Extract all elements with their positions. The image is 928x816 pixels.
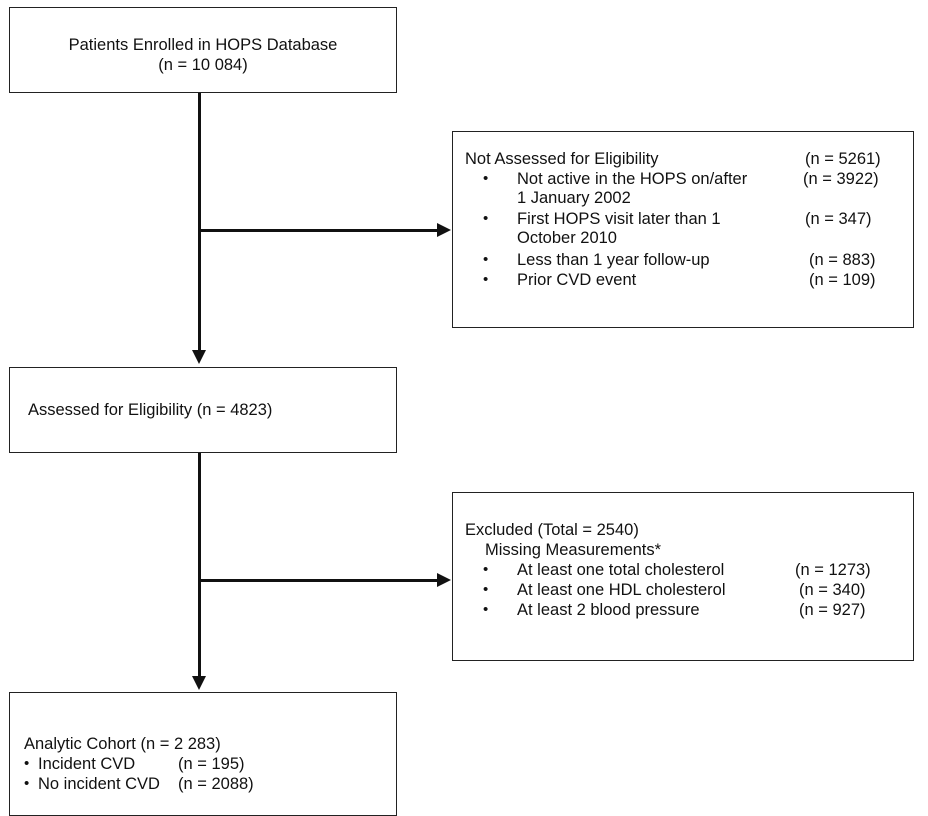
assessed-box: Assessed for Eligibility (n = 4823): [9, 367, 397, 453]
not-assessed-box: Not Assessed for Eligibility (n = 5261) …: [452, 131, 914, 328]
bullet-icon: •: [483, 271, 489, 288]
arrow-to-cohort: [192, 676, 206, 690]
cohort-item-label: Incident CVD: [38, 755, 136, 773]
cohort-item-count: (n = 2088): [178, 775, 254, 793]
excluded-item-label: At least one total cholesterol: [517, 561, 725, 579]
excluded-item-count: (n = 1273): [795, 561, 871, 579]
excluded-item-count: (n = 340): [799, 581, 866, 599]
not-assessed-item-label-cont: October 2010: [517, 229, 617, 247]
not-assessed-item-label: Less than 1 year follow-up: [517, 251, 710, 269]
cohort-title: Analytic Cohort (n = 2 283): [24, 735, 221, 753]
cohort-item-label: No incident CVD: [38, 775, 160, 793]
excluded-subtitle: Missing Measurements*: [485, 541, 662, 559]
cohort-item-count: (n = 195): [178, 755, 245, 773]
connector-to-not-assessed: [200, 229, 438, 232]
not-assessed-item-label: Not active in the HOPS on/after: [517, 170, 748, 188]
not-assessed-count: (n = 5261): [805, 150, 881, 168]
excluded-item-count: (n = 927): [799, 601, 866, 619]
not-assessed-item-label-cont: 1 January 2002: [517, 189, 631, 207]
bullet-icon: •: [483, 601, 489, 618]
not-assessed-item-count: (n = 347): [805, 210, 872, 228]
bullet-icon: •: [483, 210, 489, 227]
bullet-icon: •: [483, 581, 489, 598]
excluded-box: Excluded (Total = 2540) Missing Measurem…: [452, 492, 914, 661]
not-assessed-item-count: (n = 883): [809, 251, 876, 269]
arrow-to-not-assessed: [437, 223, 451, 237]
connector-top-vertical: [198, 92, 201, 352]
bullet-icon: •: [24, 775, 30, 792]
analytic-cohort-box: Analytic Cohort (n = 2 283) • Incident C…: [9, 692, 397, 816]
excluded-title: Excluded (Total = 2540): [465, 521, 639, 539]
not-assessed-item-count: (n = 109): [809, 271, 876, 289]
excluded-item-label: At least one HDL cholesterol: [517, 581, 726, 599]
bullet-icon: •: [483, 561, 489, 578]
bullet-icon: •: [483, 251, 489, 268]
enrolled-count: (n = 10 084): [158, 56, 248, 74]
connector-mid-vertical: [198, 452, 201, 678]
not-assessed-item-count: (n = 3922): [803, 170, 879, 188]
not-assessed-item-label: Prior CVD event: [517, 271, 637, 289]
not-assessed-item-label: First HOPS visit later than 1: [517, 210, 721, 228]
excluded-item-label: At least 2 blood pressure: [517, 601, 700, 619]
bullet-icon: •: [483, 170, 489, 187]
arrow-to-excluded: [437, 573, 451, 587]
enrolled-title: Patients Enrolled in HOPS Database: [68, 36, 338, 54]
arrow-to-assessed: [192, 350, 206, 364]
assessed-text: Assessed for Eligibility (n = 4823): [28, 401, 273, 419]
enrolled-box: Patients Enrolled in HOPS Database (n = …: [9, 7, 397, 93]
bullet-icon: •: [24, 755, 30, 772]
connector-to-excluded: [200, 579, 438, 582]
not-assessed-title: Not Assessed for Eligibility: [465, 150, 659, 168]
